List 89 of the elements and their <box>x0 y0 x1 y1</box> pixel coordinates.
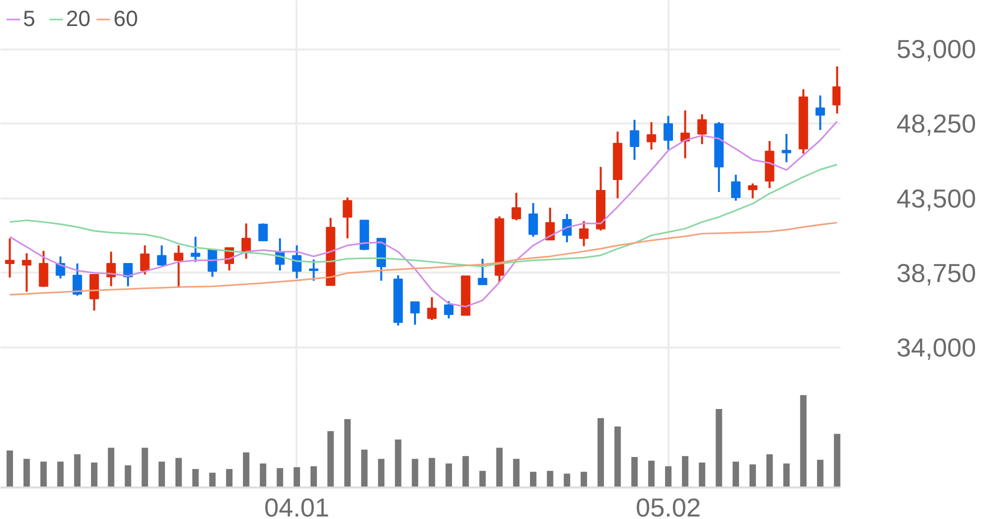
bar <box>209 472 216 488</box>
candlestick <box>579 220 589 248</box>
bar <box>614 426 621 488</box>
candlestick <box>410 300 420 326</box>
candlestick <box>342 196 352 240</box>
bar <box>74 454 81 488</box>
bar <box>142 448 148 488</box>
bar <box>344 419 351 488</box>
bar <box>6 450 13 488</box>
bar <box>732 462 740 488</box>
legend-label: 60 <box>113 6 138 32</box>
bar <box>446 463 452 488</box>
y-tick-label: 48,250 <box>896 108 976 139</box>
x-tick-label: 05.02 <box>636 492 701 519</box>
bar <box>698 462 706 488</box>
bar <box>428 458 436 488</box>
bar <box>175 458 182 488</box>
bar <box>158 462 165 488</box>
candlestick <box>630 118 640 161</box>
y-tick-label: 43,500 <box>896 183 976 214</box>
bar <box>479 470 486 488</box>
candlestick <box>22 252 32 293</box>
bar <box>361 450 368 488</box>
bar <box>648 460 655 488</box>
y-tick-label: 38,750 <box>896 258 976 288</box>
candlestick <box>72 262 82 297</box>
candlestick <box>731 174 741 202</box>
bar <box>394 439 402 488</box>
y-tick-label: 53,000 <box>896 34 976 64</box>
bar <box>530 472 536 488</box>
bar <box>834 434 840 488</box>
bar <box>294 467 300 488</box>
bar <box>310 466 317 488</box>
candlestick <box>140 244 150 276</box>
bar <box>91 462 98 488</box>
bar <box>276 468 284 488</box>
line-series <box>8 120 838 308</box>
candlestick <box>697 113 707 146</box>
bar <box>108 448 114 488</box>
candlestick <box>528 202 538 238</box>
bar <box>598 418 604 488</box>
candlestick <box>190 236 200 263</box>
candlestick <box>292 244 302 280</box>
candlestick <box>748 182 758 200</box>
candlestick <box>816 94 825 132</box>
bar <box>665 466 672 488</box>
bar <box>462 456 469 488</box>
candlestick <box>106 250 116 288</box>
bar <box>242 452 250 488</box>
bar <box>23 458 30 488</box>
bar <box>378 458 384 488</box>
line-series <box>8 222 838 296</box>
candlestick <box>241 222 251 260</box>
candlestick <box>444 300 454 320</box>
bar <box>327 431 334 488</box>
bar <box>766 454 773 488</box>
candlestick <box>5 237 15 279</box>
bar <box>412 458 418 488</box>
bar <box>57 462 64 488</box>
bar <box>749 464 756 488</box>
candlestick <box>646 121 656 151</box>
candlestick <box>258 222 268 242</box>
candlestick <box>157 244 166 267</box>
y-tick-label: 34,000 <box>896 332 976 362</box>
candlestick <box>308 258 318 282</box>
candlestick <box>664 114 673 151</box>
bar <box>546 470 554 488</box>
bar <box>682 456 688 488</box>
bar <box>580 472 588 488</box>
bar <box>817 460 824 488</box>
candlestick <box>782 132 792 164</box>
candlestick <box>512 192 522 222</box>
candlestick <box>38 250 48 288</box>
bar <box>260 463 266 488</box>
bar <box>496 448 503 488</box>
candlestick <box>478 258 488 286</box>
bar <box>40 462 47 488</box>
candlestick <box>174 244 184 289</box>
bar <box>716 408 722 488</box>
bar <box>800 395 807 488</box>
legend-label: 5 <box>23 6 36 32</box>
legend-label: 20 <box>66 6 90 32</box>
x-tick-label: 04.01 <box>264 492 330 519</box>
candlestick <box>545 206 555 241</box>
bar <box>226 469 232 488</box>
candlestick <box>832 65 840 115</box>
bar <box>513 458 520 488</box>
bar <box>631 457 638 488</box>
candlestick <box>427 296 437 321</box>
